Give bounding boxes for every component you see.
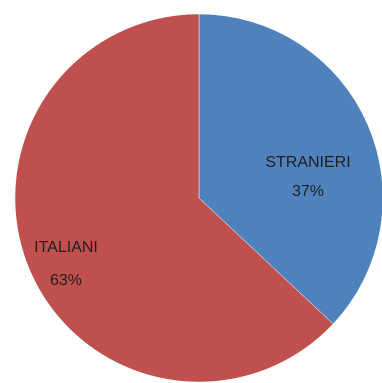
pie-slice-stranieri xyxy=(198,13,382,325)
slice-label-stranieri: STRANIERI xyxy=(265,154,350,171)
pie-slices xyxy=(14,13,382,383)
pie-labels: STRANIERI 37% ITALIANI 63% xyxy=(34,154,351,289)
pie-slice-italiani xyxy=(14,13,334,383)
slice-percent-stranieri: 37% xyxy=(292,183,324,200)
slice-percent-italiani: 63% xyxy=(50,272,82,289)
slice-label-italiani: ITALIANI xyxy=(34,239,98,256)
